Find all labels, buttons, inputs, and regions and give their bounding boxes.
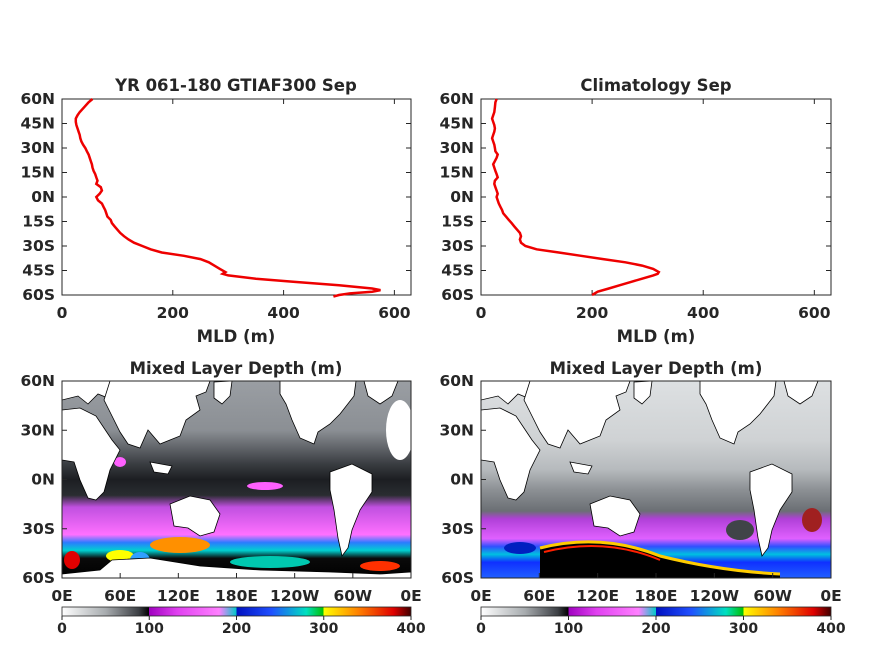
map-xtick-label: 0E (51, 587, 72, 605)
xtick-label: 600 (378, 304, 411, 322)
map-xtick-label: 120W (690, 587, 739, 605)
xtick-label: 600 (798, 304, 831, 322)
colorbar-tick-label: 400 (396, 621, 425, 637)
ytick-label: 0N (450, 188, 474, 206)
xtick-label: 400 (267, 304, 300, 322)
xtick-label: 200 (576, 304, 609, 322)
profile-title-model: YR 061-180 GTIAF300 Sep (114, 76, 357, 95)
map-xtick-label: 60W (333, 587, 372, 605)
map-ytick-label: 0N (31, 471, 55, 489)
map-field-climatology (481, 381, 831, 578)
colorbar-tick-label: 0 (57, 621, 67, 637)
profile-title-climatology: Climatology Sep (580, 76, 731, 95)
colorbar-tick-label: 400 (816, 621, 845, 637)
profile-chart-model: YR 061-180 GTIAF300 Sep 60N 45N 30N 15N 0N 15… (20, 76, 412, 346)
colorbar-tick-label: 100 (135, 621, 164, 637)
land-mask-climatology (481, 381, 819, 557)
xtick-label: 200 (157, 304, 190, 322)
ytick-label: 45N (439, 115, 474, 133)
ytick-label: 15S (22, 213, 55, 231)
ytick-label: 45S (441, 262, 474, 280)
colorbar-tick-label: 0 (476, 621, 486, 637)
map-xtick-label: 0E (470, 587, 491, 605)
map-title-climatology: Mixed Layer Depth (m) (550, 359, 763, 378)
map-ytick-label: 30N (20, 421, 55, 439)
map-xtick-label: 120W (270, 587, 319, 605)
colorbar-tick-label: 100 (554, 621, 583, 637)
map-xtick-label: 120E (576, 587, 619, 605)
ytick-label: 0N (31, 188, 55, 206)
mld-map-model: Mixed Layer Depth (m) (20, 359, 421, 605)
land-mask-model (62, 381, 411, 578)
map-xtick-label: 60E (104, 587, 136, 605)
profile-axes-climatology (480, 98, 832, 296)
map-ytick-label: 0N (450, 471, 474, 489)
ytick-label: 15N (20, 164, 55, 182)
ytick-label: 15N (439, 164, 474, 182)
ytick-label: 45S (22, 262, 55, 280)
map-xtick-label: 180E (215, 587, 258, 605)
map-ytick-label: 30N (439, 421, 474, 439)
map-ytick-label: 60S (22, 569, 55, 587)
map-title-model: Mixed Layer Depth (m) (130, 359, 343, 378)
map-ytick-label: 60N (439, 372, 474, 390)
ytick-label: 15S (441, 213, 474, 231)
ytick-label: 60S (22, 286, 55, 304)
colorbar-tick-label: 300 (309, 621, 338, 637)
ytick-label: 30S (441, 237, 474, 255)
xtick-label: 0 (57, 304, 68, 322)
map-xtick-label: 60W (753, 587, 792, 605)
map-xtick-label: 120E (157, 587, 200, 605)
mld-profile-line-model (74, 98, 381, 298)
ytick-label: 60N (439, 90, 474, 108)
map-ytick-label: 60S (441, 569, 474, 587)
ytick-label: 45N (20, 115, 55, 133)
map-ytick-label: 30S (441, 520, 474, 538)
colorbar-tick-label: 300 (729, 621, 758, 637)
map-xtick-label: 0E (400, 587, 421, 605)
profile-chart-climatology: Climatology Sep 60N 45N 30N 15N 0N 15S 30S 45S 6… (439, 76, 832, 346)
colorbar-climatology: 0 100 200 300 400 (476, 606, 846, 637)
ytick-label: 60N (20, 90, 55, 108)
map-xtick-label: 0E (820, 587, 841, 605)
mld-profile-line-climatology (490, 98, 661, 297)
map-xtick-label: 60E (523, 587, 555, 605)
mld-map-climatology: Mixed Layer Depth (m) 6 (439, 359, 841, 605)
colorbar-tick-label: 200 (641, 621, 670, 637)
map-xtick-label: 180E (635, 587, 678, 605)
map-field-model (62, 381, 411, 578)
xtick-label: 0 (476, 304, 487, 322)
profile-xlabel-climatology: MLD (m) (617, 327, 696, 346)
xtick-label: 400 (687, 304, 720, 322)
ytick-label: 30N (439, 139, 474, 157)
map-ytick-label: 60N (20, 372, 55, 390)
ytick-label: 60S (441, 286, 474, 304)
ytick-label: 30N (20, 139, 55, 157)
colorbar-model: 0 100 200 300 400 (57, 606, 426, 637)
colorbar-tick-label: 200 (222, 621, 251, 637)
profile-xlabel-model: MLD (m) (197, 327, 276, 346)
profile-axes-model (61, 98, 412, 296)
ytick-label: 30S (22, 237, 55, 255)
map-ytick-label: 30S (22, 520, 55, 538)
